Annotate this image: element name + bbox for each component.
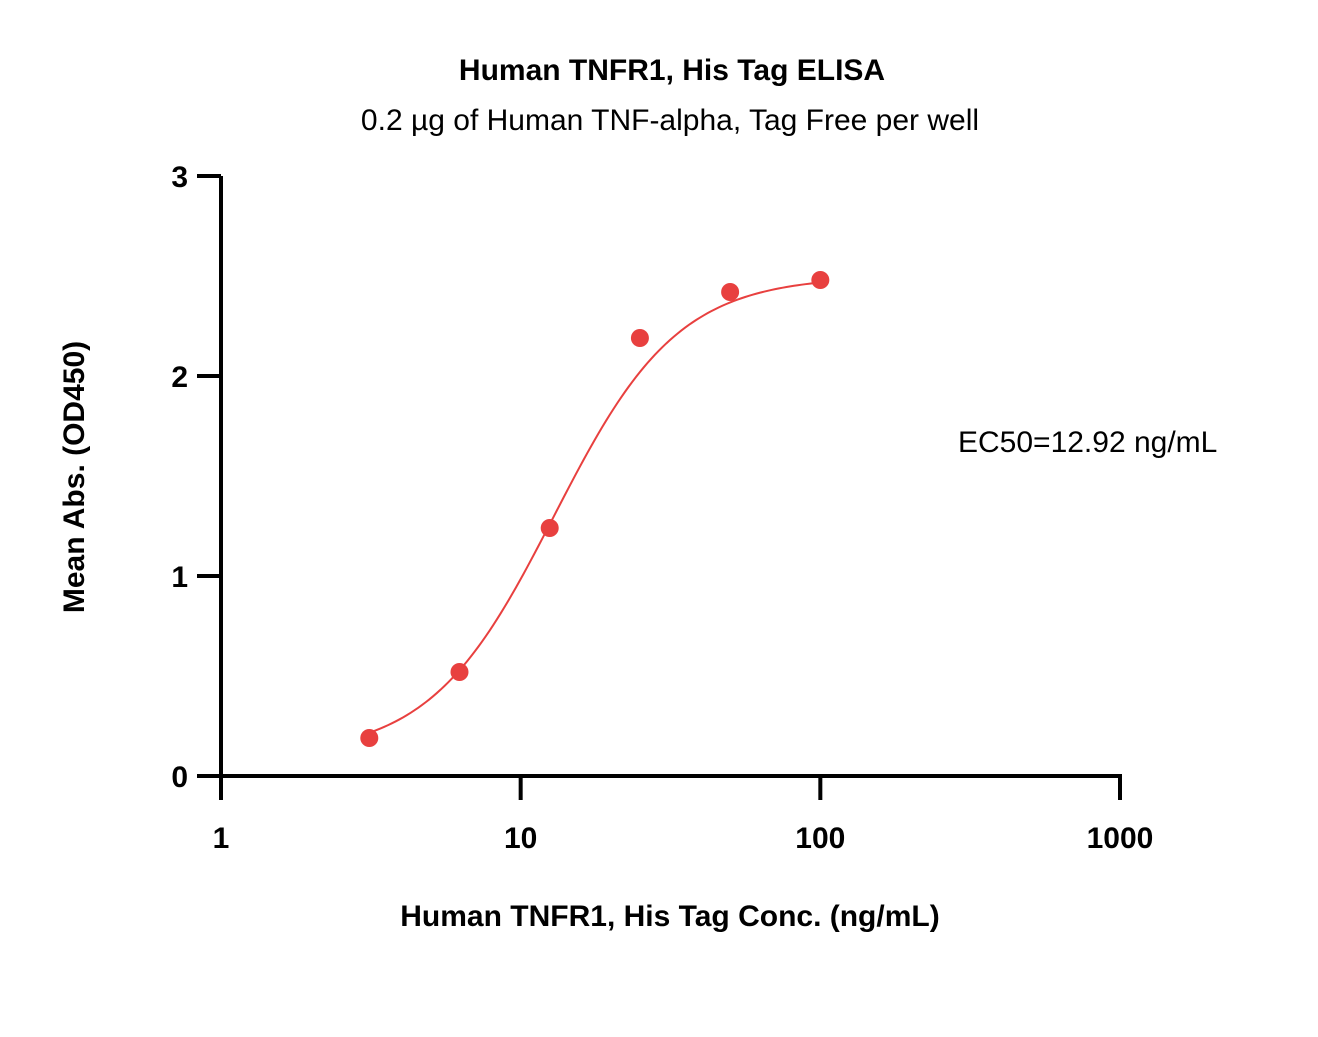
fit-curve [368,281,821,734]
x-ticks: 1 10 100 1000 [213,776,1154,855]
plot-area [360,271,830,747]
ec50-annotation: EC50=12.92 ng/mL [958,426,1217,459]
x-tick-label: 100 [795,822,845,855]
chart-subtitle: 0.2 µg of Human TNF-alpha, Tag Free per … [361,104,979,137]
y-tick-label: 2 [171,361,188,394]
chart-title: Human TNFR1, His Tag ELISA [459,54,885,87]
data-point [811,271,830,289]
data-point [360,729,379,747]
x-axis-title: Human TNFR1, His Tag Conc. (ng/mL) [400,900,939,933]
y-axis-title: Mean Abs. (OD450) [58,341,91,613]
data-point [721,283,740,301]
x-tick-label: 1 [213,822,230,855]
data-point [630,329,649,347]
data-point [450,663,469,681]
axes [219,176,1122,778]
y-tick-label: 1 [171,561,188,594]
y-tick-label: 0 [171,761,188,794]
y-ticks: 0 1 2 3 [171,161,221,794]
x-tick-label: 10 [504,822,537,855]
x-tick-label: 1000 [1087,822,1154,855]
data-point [540,519,559,537]
y-tick-label: 3 [171,161,188,194]
